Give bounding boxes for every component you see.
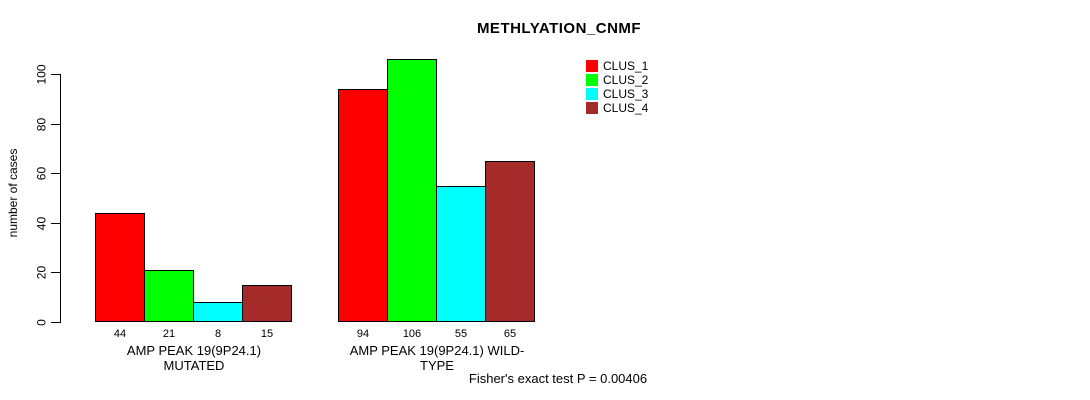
- y-tick-mark: [51, 173, 60, 175]
- bar-value-label: 94: [356, 328, 370, 340]
- y-tick-label: 40: [34, 216, 49, 230]
- y-tick-mark: [51, 272, 60, 274]
- chart-title: METHLYATION_CNMF: [476, 20, 642, 37]
- legend-swatch: [586, 60, 598, 72]
- y-tick-label: 20: [34, 266, 49, 280]
- y-tick-label: 80: [34, 117, 49, 131]
- legend-item: CLUS_3: [586, 88, 648, 100]
- bar: [242, 285, 292, 322]
- bar-value-label: 8: [214, 328, 222, 340]
- y-tick-mark: [51, 123, 60, 125]
- bar-value-label: 65: [503, 328, 517, 340]
- legend-item: CLUS_2: [586, 74, 648, 86]
- bar: [436, 186, 486, 322]
- bar-value-label: 44: [113, 328, 127, 340]
- y-tick-mark: [51, 74, 60, 75]
- bar: [193, 302, 243, 322]
- bar-value-label: 106: [402, 328, 422, 340]
- legend-label: CLUS_4: [603, 101, 649, 115]
- bar: [387, 59, 437, 322]
- y-tick-label: 100: [34, 64, 49, 85]
- group-label: AMP PEAK 19(9P24.1) MUTATED: [126, 343, 262, 373]
- legend-swatch: [586, 74, 598, 86]
- y-tick-label: 0: [34, 319, 49, 326]
- bar: [485, 161, 535, 322]
- y-tick-mark: [51, 322, 60, 323]
- legend-item: CLUS_1: [586, 60, 648, 72]
- y-tick-mark: [51, 222, 60, 224]
- bar: [338, 89, 388, 322]
- bar-value-label: 55: [454, 328, 468, 340]
- y-axis-line: [60, 74, 61, 323]
- legend-label: CLUS_2: [603, 73, 649, 87]
- bar-value-label: 21: [162, 328, 176, 340]
- legend-item: CLUS_4: [586, 102, 648, 114]
- bar: [144, 270, 194, 322]
- bar-value-label: 15: [260, 328, 274, 340]
- bar: [95, 213, 145, 322]
- legend-label: CLUS_3: [603, 87, 649, 101]
- legend-swatch: [586, 102, 598, 114]
- y-tick-label: 60: [34, 167, 49, 181]
- y-axis-title: number of cases: [6, 148, 20, 238]
- legend-swatch: [586, 88, 598, 100]
- fisher-test-footnote: Fisher's exact test P = 0.00406: [468, 371, 648, 386]
- legend-label: CLUS_1: [603, 59, 649, 73]
- group-label: AMP PEAK 19(9P24.1) WILD-TYPE: [349, 343, 525, 373]
